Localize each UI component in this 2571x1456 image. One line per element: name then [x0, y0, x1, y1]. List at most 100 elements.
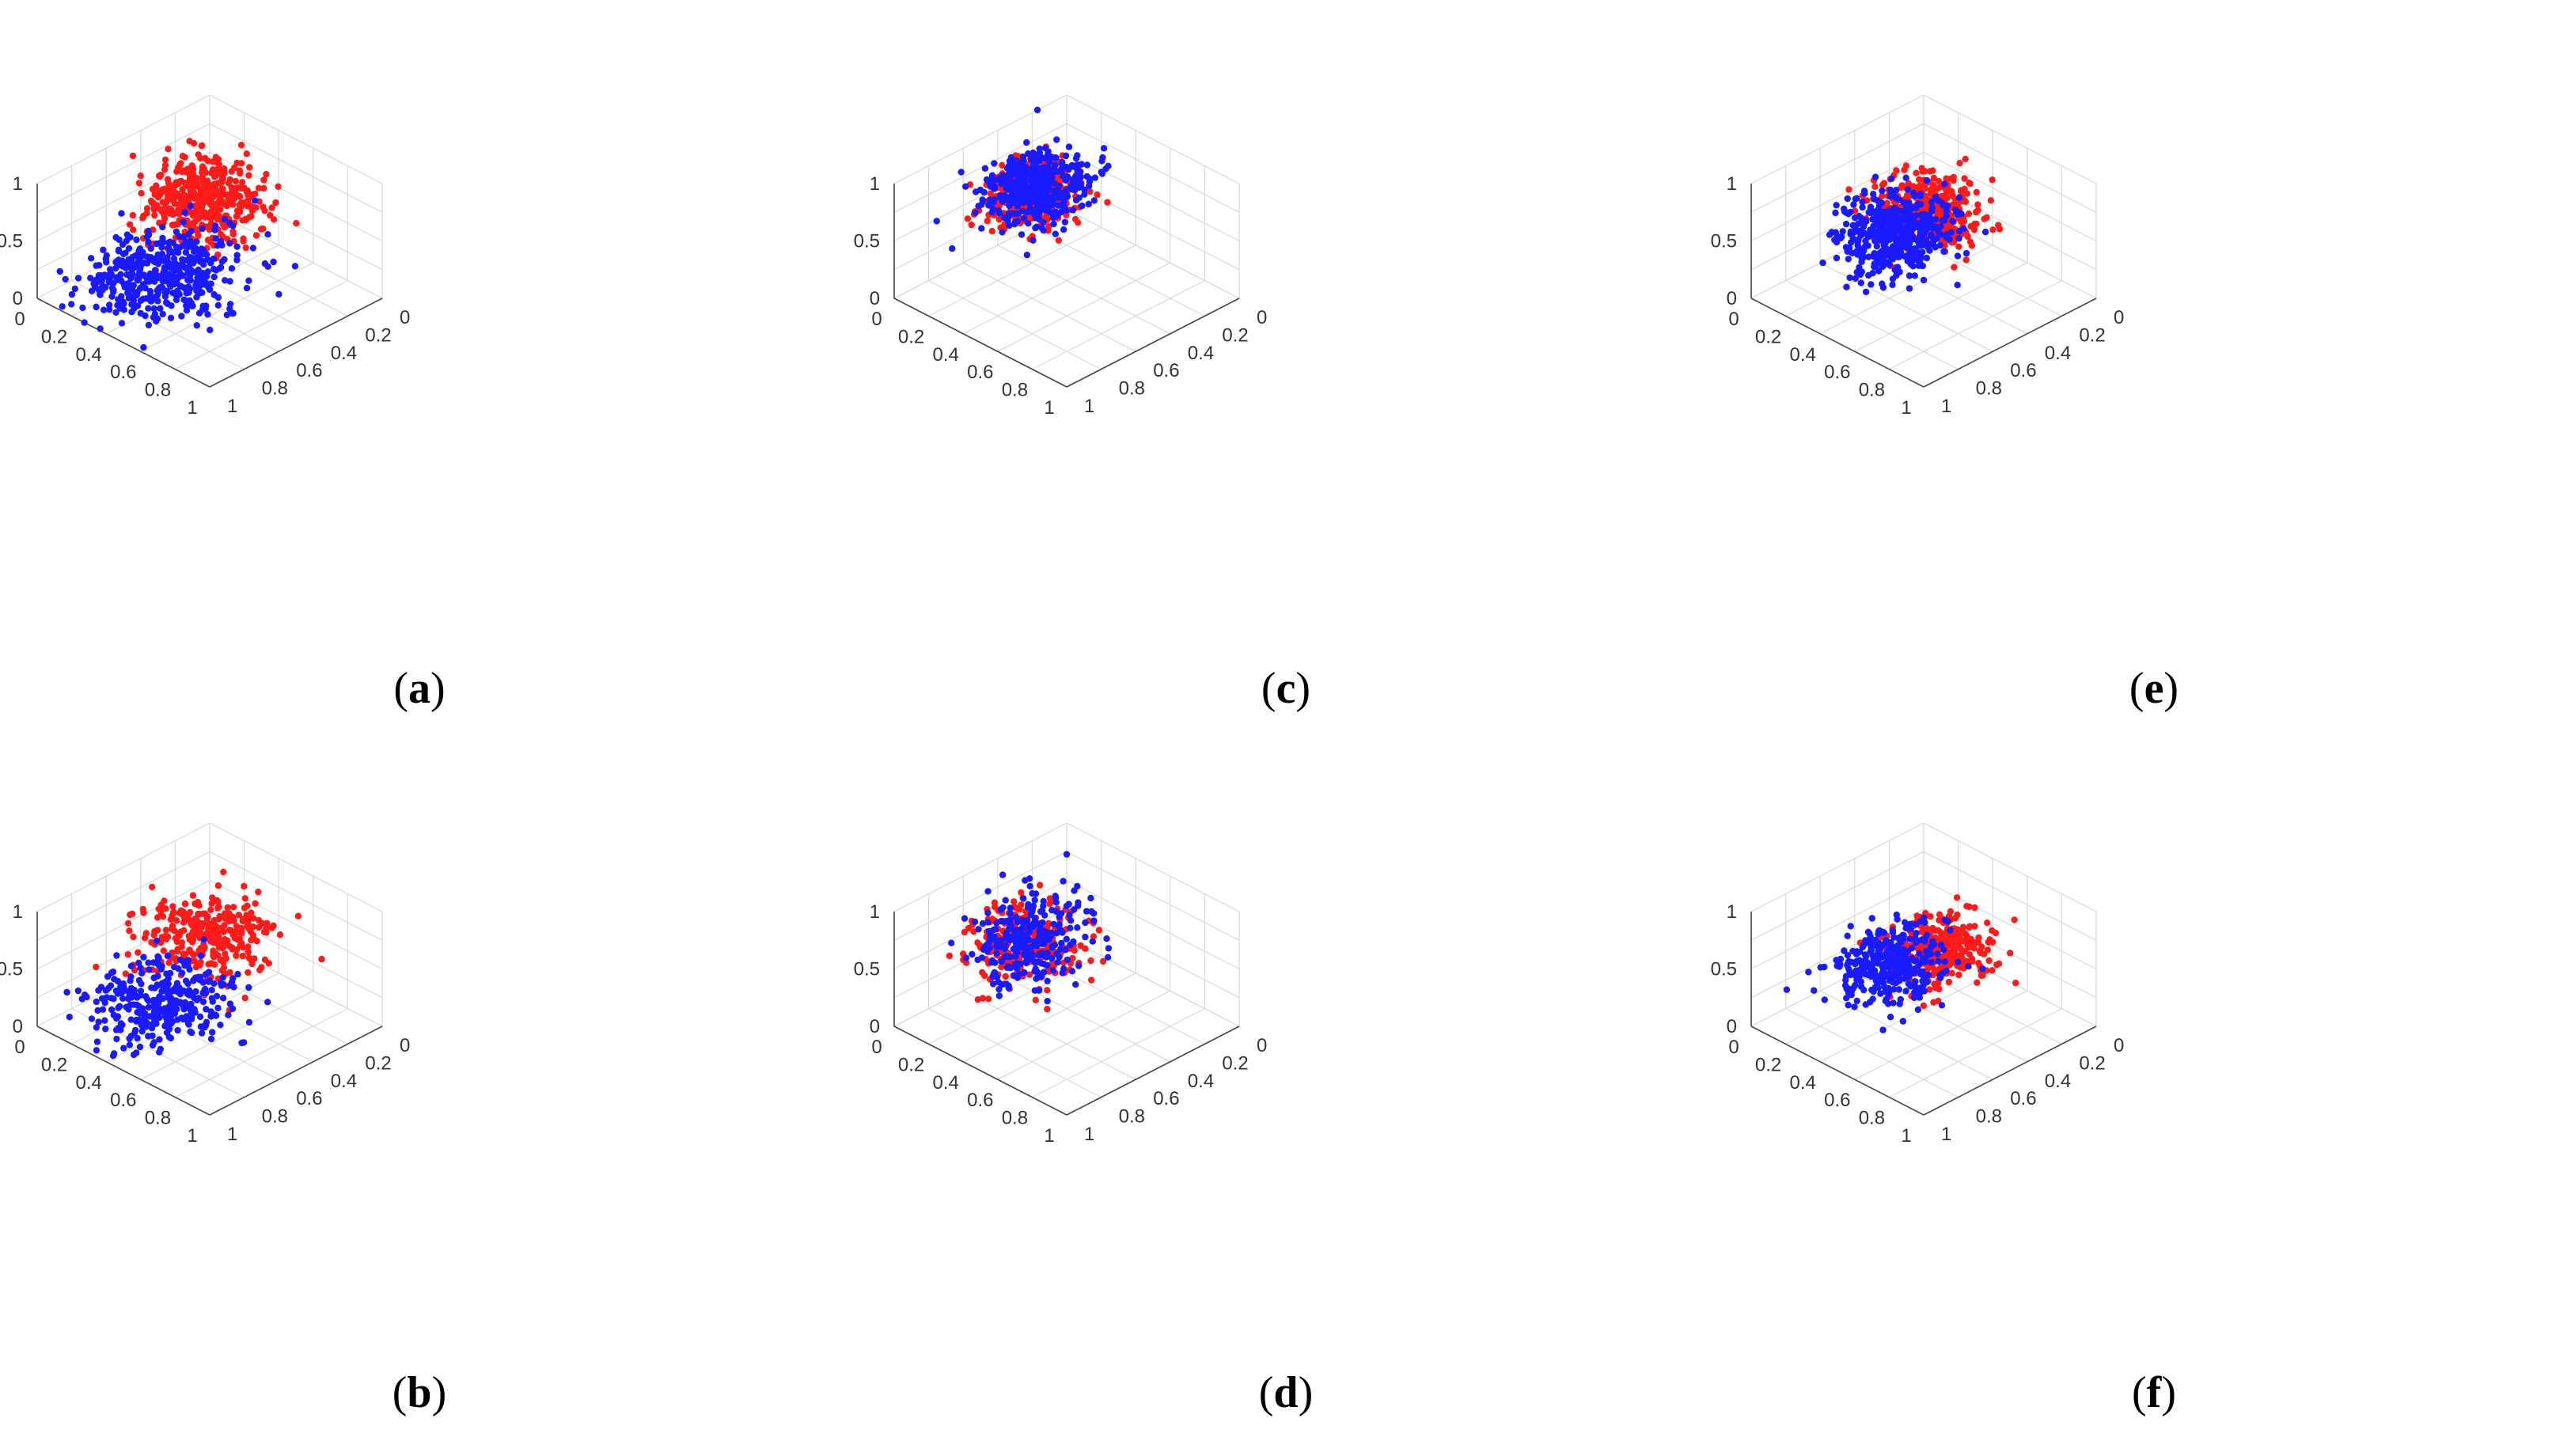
- wall-left-horizontal-3: [893, 123, 1067, 213]
- point-blue-249: [1879, 942, 1887, 949]
- point-blue-326: [226, 278, 233, 285]
- point-blue-243: [1063, 935, 1070, 942]
- point-blue-318: [164, 1010, 172, 1017]
- point-blue-132: [219, 973, 226, 981]
- point-blue-146: [984, 888, 992, 895]
- point-blue-212: [228, 265, 236, 272]
- point-red-418: [1961, 185, 1968, 192]
- panel-a: 0 0.2 0.4 0.6 0.8 1 0 0.2 0.4 0.6 0.8 1 0 0.5 1: [0, 0, 857, 728]
- points-e: [1819, 155, 2004, 296]
- floor-grid-y-4: [1032, 280, 1205, 370]
- point-blue-98: [1833, 957, 1840, 964]
- x-tick-label-4: 0.8: [1119, 1106, 1145, 1128]
- point-red-1: [1044, 987, 1051, 994]
- point-red-200: [248, 960, 256, 968]
- point-blue-275: [1917, 988, 1924, 995]
- point-blue-392: [1913, 212, 1920, 219]
- point-blue-449: [128, 283, 135, 290]
- point-blue-189: [108, 969, 116, 976]
- point-blue-376: [1014, 189, 1021, 197]
- point-blue-159: [1054, 958, 1061, 966]
- point-blue-227: [1060, 878, 1067, 885]
- point-blue-317: [1889, 960, 1897, 967]
- point-blue-418: [979, 197, 987, 204]
- point-red-244: [243, 150, 250, 157]
- point-red-422: [162, 203, 169, 211]
- point-blue-247: [1052, 893, 1059, 900]
- point-blue-380: [1008, 188, 1016, 196]
- point-blue-248: [199, 989, 207, 997]
- point-blue-456: [1909, 232, 1916, 239]
- point-blue-305: [1944, 918, 1951, 925]
- point-red-241: [214, 156, 222, 163]
- point-blue-232: [140, 954, 147, 961]
- wall-left-horizontal-4: [36, 822, 210, 912]
- point-blue-285: [196, 973, 204, 980]
- point-blue-328: [114, 990, 122, 997]
- point-red-71: [268, 204, 275, 211]
- point-blue-468: [187, 243, 195, 250]
- point-blue-72: [1868, 281, 1875, 288]
- point-blue-157: [1012, 953, 1019, 960]
- point-blue-153: [1888, 175, 1895, 182]
- point-blue-265: [1041, 961, 1048, 968]
- point-blue-369: [188, 302, 195, 309]
- point-blue-58: [275, 290, 283, 298]
- point-blue-178: [1005, 982, 1012, 989]
- point-red-273: [174, 946, 181, 954]
- point-red-433: [218, 174, 226, 182]
- point-blue-415: [985, 202, 992, 209]
- point-blue-307: [1895, 974, 1902, 982]
- point-blue-343: [1019, 182, 1027, 189]
- point-blue-413: [1932, 216, 1940, 223]
- point-blue-353: [998, 180, 1005, 188]
- caption-a-letter: a: [408, 664, 430, 713]
- point-blue-121: [1075, 962, 1083, 969]
- point-blue-422: [200, 261, 207, 268]
- point-blue-385: [1076, 180, 1084, 187]
- point-blue-415: [136, 266, 144, 274]
- point-red-423: [195, 198, 202, 205]
- point-blue-322: [1032, 225, 1039, 232]
- point-red-434: [139, 214, 146, 222]
- point-blue-205: [1892, 187, 1900, 194]
- point-blue-53: [1955, 227, 1963, 235]
- x-tick-label-3: 0.6: [2010, 360, 2036, 381]
- point-blue-363: [159, 284, 166, 291]
- point-red-7: [293, 220, 300, 227]
- point-red-136: [135, 180, 143, 187]
- point-blue-132: [1853, 948, 1860, 955]
- caption-b: (b): [392, 1368, 447, 1417]
- point-red-281: [1960, 218, 1968, 226]
- point-blue-253: [93, 262, 100, 269]
- point-blue-429: [212, 235, 219, 242]
- point-blue-416: [161, 293, 169, 300]
- point-blue-457: [1900, 240, 1908, 247]
- wall-right-horizontal-4: [1923, 94, 2097, 184]
- point-blue-152: [1011, 972, 1018, 980]
- point-blue-355: [999, 172, 1006, 180]
- point-blue-328: [1849, 958, 1856, 966]
- x-tick-label-3: 0.6: [296, 1088, 322, 1109]
- point-blue-305: [127, 1016, 135, 1023]
- point-red-431: [208, 169, 215, 176]
- point-red-291: [195, 919, 203, 927]
- point-blue-115: [126, 1041, 133, 1048]
- point-blue-169: [1032, 890, 1040, 897]
- point-blue-454: [105, 278, 113, 285]
- point-blue-287: [145, 227, 152, 235]
- z-tick-label-1: 0.5: [854, 959, 880, 980]
- point-red-251: [1995, 222, 2002, 229]
- point-blue-355: [135, 276, 142, 284]
- point-blue-1: [159, 223, 166, 231]
- point-blue-214: [1044, 977, 1051, 984]
- caption-b-letter: b: [407, 1368, 432, 1417]
- point-blue-116: [1021, 969, 1028, 976]
- point-blue-195: [173, 296, 180, 304]
- x-axis-line: [209, 298, 383, 388]
- point-red-94: [979, 969, 986, 976]
- point-blue-76: [1022, 877, 1029, 884]
- point-red-155: [137, 173, 144, 180]
- point-blue-265: [1852, 967, 1860, 974]
